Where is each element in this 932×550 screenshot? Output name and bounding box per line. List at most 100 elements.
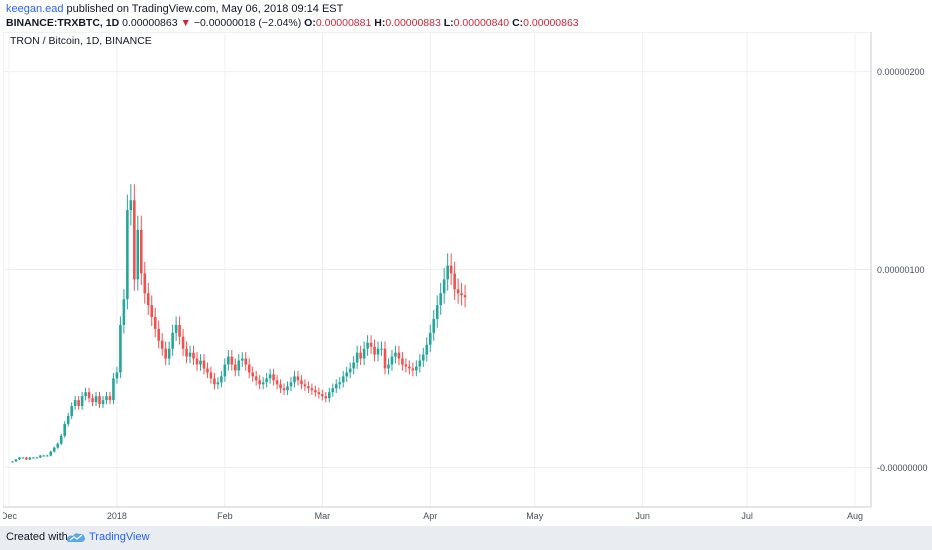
y-tick-label: 0.00000100 — [877, 265, 925, 275]
candle-body — [456, 289, 460, 294]
candle-body — [352, 362, 355, 369]
candle-body — [307, 386, 310, 389]
candle-body — [321, 394, 324, 397]
candle-body — [296, 376, 300, 381]
candle-body — [153, 317, 157, 329]
tradingview-brand[interactable]: TradingView — [89, 531, 150, 543]
last-price-value: 0.00000863 — [122, 17, 178, 29]
footer-bar: Created with TradingView — [0, 526, 932, 550]
x-tick-label: Aug — [847, 511, 863, 521]
candle-body — [122, 299, 126, 325]
candle-body — [150, 305, 154, 317]
candle-body — [18, 457, 21, 460]
candle-body — [251, 372, 255, 377]
x-tick-label: Apr — [423, 511, 437, 521]
candle-body — [195, 358, 199, 365]
candle-body — [105, 396, 108, 401]
candle-body — [233, 364, 237, 371]
low-value: 0.00000840 — [453, 17, 510, 29]
x-tick-label: Mar — [315, 511, 331, 521]
candle-body — [171, 332, 174, 349]
candlestick-chart[interactable]: Cup and Handle Target (0.00001347) 0.000… — [1, 31, 931, 524]
candle-body — [265, 378, 268, 383]
candle-body — [206, 368, 209, 373]
candle-body — [401, 358, 404, 365]
high-label: H: — [374, 17, 386, 29]
chart-area[interactable]: Cup and Handle Target (0.00001347) 0.000… — [1, 31, 931, 524]
candle-body — [227, 356, 230, 365]
candle-body — [376, 348, 380, 355]
symbol-info: BINANCE:TRXBTC, 1D 0.00000863 ▼ −0.00000… — [6, 17, 579, 29]
candle-body — [115, 372, 119, 379]
candle-body — [112, 378, 115, 401]
candle-body — [77, 400, 80, 407]
candle-body — [404, 364, 408, 367]
candle-body — [101, 400, 105, 405]
candle-body — [415, 366, 418, 371]
candle-body — [84, 392, 87, 397]
candles — [11, 184, 467, 463]
created-with-text: Created with — [6, 531, 68, 543]
open-label: O: — [304, 17, 316, 29]
candle-body — [94, 396, 98, 403]
candle-body — [338, 382, 342, 385]
candle-body — [463, 295, 467, 298]
candle-body — [230, 356, 234, 365]
candle-body — [432, 318, 436, 333]
candle-body — [98, 396, 101, 405]
x-tick-label: Feb — [217, 511, 233, 521]
candle-body — [341, 376, 345, 383]
candle-body — [45, 455, 49, 457]
candle-body — [108, 396, 112, 401]
candle-body — [59, 435, 63, 444]
candle-body — [35, 457, 39, 459]
x-tick-label: Dec — [3, 511, 17, 521]
candle-body — [275, 380, 279, 385]
candle-body — [324, 396, 328, 399]
candle-body — [56, 443, 60, 448]
publish-info: keegan.ead published on TradingView.com,… — [6, 3, 343, 15]
candle-body — [286, 386, 289, 391]
candle-body — [282, 388, 286, 391]
candle-body — [303, 384, 307, 387]
candle-body — [460, 293, 463, 296]
candle-body — [42, 455, 46, 457]
candle-body — [272, 374, 275, 381]
candle-body — [240, 358, 244, 361]
tradingview-logo-icon[interactable] — [66, 530, 86, 544]
candle-body — [268, 374, 272, 379]
candle-body — [129, 200, 133, 211]
candle-body — [91, 398, 94, 403]
candle-body — [220, 376, 223, 383]
price-axis: 0.000021000.000020000.000019000.00001800… — [870, 32, 928, 507]
down-arrow-icon: ▼ — [180, 17, 191, 29]
candle-body — [21, 457, 25, 459]
author-link[interactable]: keegan.ead — [6, 3, 64, 15]
symbol-label: BINANCE:TRXBTC, 1D — [6, 17, 120, 29]
candle-body — [421, 354, 425, 361]
candle-body — [160, 340, 164, 349]
candle-body — [199, 360, 202, 365]
candle-body — [63, 423, 67, 436]
candle-body — [25, 457, 28, 460]
candle-body — [143, 273, 147, 294]
candle-body — [209, 372, 213, 379]
candle-body — [146, 293, 150, 306]
candle-body — [237, 360, 241, 371]
candle-body — [408, 366, 411, 369]
candle-body — [348, 368, 352, 373]
candle-body — [387, 364, 390, 369]
candle-body — [119, 324, 122, 373]
candle-body — [310, 388, 314, 391]
candle-body — [247, 364, 251, 373]
candle-body — [216, 382, 220, 385]
candle-body — [355, 352, 359, 363]
candle-body — [425, 344, 429, 355]
candle-body — [70, 406, 73, 416]
change-value: −0.00000018 (−2.04%) — [193, 17, 302, 29]
candle-body — [87, 392, 91, 399]
candle-body — [213, 378, 216, 385]
candle-body — [261, 382, 265, 385]
candle-body — [164, 348, 167, 359]
y-tick-label: 0.00000200 — [877, 67, 925, 77]
